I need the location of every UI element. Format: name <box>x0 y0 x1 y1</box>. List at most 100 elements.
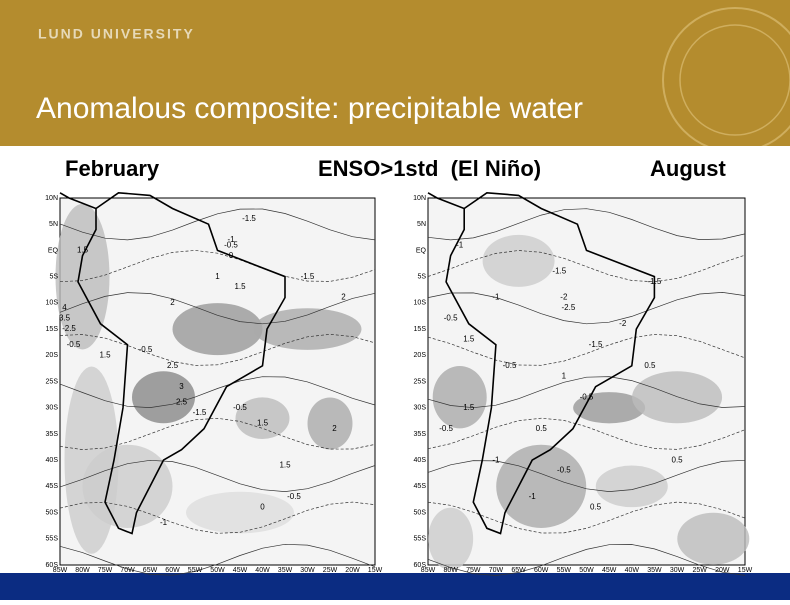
shading <box>172 303 263 356</box>
lon-label: 40W <box>625 567 640 574</box>
lat-label: 10S <box>414 300 427 307</box>
lon-label: 55W <box>557 567 572 574</box>
shading <box>432 366 487 429</box>
lon-label: 35W <box>647 567 662 574</box>
lat-label: 60S <box>46 562 59 569</box>
institution: LUND UNIVERSITY <box>38 26 195 42</box>
contour-label: 2.5 <box>176 398 188 407</box>
map-panel: 10N 5N EQ 5S 10S 15S 20S 25S 30S 35S 40S 45S 50S 55S 6… <box>413 191 753 576</box>
lat-label: 10S <box>46 300 59 307</box>
lat-label: 45S <box>414 483 427 490</box>
contour-line <box>427 376 746 409</box>
contour-label: 1.5 <box>257 419 269 428</box>
lat-label: 55S <box>414 536 427 543</box>
contour-label: 1 <box>562 371 567 380</box>
contour-line <box>427 208 746 241</box>
contour-line <box>59 543 376 576</box>
contour-label: -1 <box>492 455 500 464</box>
lat-label: 40S <box>414 457 427 464</box>
contour-label: -1.5 <box>648 277 662 286</box>
contour-line <box>427 459 746 492</box>
lat-label: 50S <box>46 509 59 516</box>
contour-label: -0.5 <box>224 240 238 249</box>
contour-label: -2 <box>619 319 627 328</box>
contour-line <box>59 208 376 241</box>
contour-label: 1.5 <box>463 403 475 412</box>
shading <box>632 371 723 424</box>
shading <box>428 507 474 570</box>
seal-inner <box>679 24 790 136</box>
lat-label: 30S <box>46 405 59 412</box>
contour-label: 1 <box>215 272 220 281</box>
shading <box>235 397 290 440</box>
contour-label: -1.5 <box>242 214 256 223</box>
contour-label: 2.5 <box>167 361 179 370</box>
lat-label: 10N <box>413 195 426 202</box>
lat-label: 10N <box>45 195 58 202</box>
lon-label: 60W <box>534 567 549 574</box>
coastline <box>59 191 286 535</box>
panel-label: February <box>65 156 160 181</box>
contour-label: -0.5 <box>67 340 81 349</box>
contour-label: -0.5 <box>557 466 571 475</box>
lat-label: 40S <box>46 457 59 464</box>
contour-label: 2 <box>332 424 337 433</box>
lat-label: 50S <box>414 509 427 516</box>
contour-label: 0.5 <box>672 455 684 464</box>
lat-label: 5S <box>417 273 426 280</box>
coastline <box>427 191 656 535</box>
lon-label: 75W <box>466 567 481 574</box>
contour-label: -0.5 <box>444 314 458 323</box>
lat-label: 5N <box>49 221 58 228</box>
contour-label: 1.5 <box>279 460 291 469</box>
contour-line <box>59 333 376 366</box>
contour-label: -2.5 <box>561 303 575 312</box>
lon-label: 80W <box>443 567 458 574</box>
contour-label: -1 <box>160 518 168 527</box>
shading <box>55 203 110 350</box>
lon-label: 30W <box>300 567 315 574</box>
contour-label: 1.5 <box>234 282 246 291</box>
footer-band <box>0 573 790 600</box>
contour-label: -0.5 <box>233 403 247 412</box>
shading <box>595 465 668 508</box>
lon-label: 70W <box>489 567 504 574</box>
contour-label: -1 <box>492 293 500 302</box>
contour-label: 0.5 <box>644 361 656 370</box>
contour-label: 0 <box>260 502 265 511</box>
contour-label: 3.5 <box>59 314 71 323</box>
contour-label: -1.5 <box>193 408 207 417</box>
contour-line <box>59 376 376 408</box>
contour-label: -1.5 <box>552 267 566 276</box>
shading <box>132 371 195 424</box>
lat-label: 45S <box>46 483 59 490</box>
contour-label: 1.5 <box>77 246 89 255</box>
shading <box>307 397 353 450</box>
lon-label: 65W <box>511 567 526 574</box>
shading <box>573 392 646 424</box>
lat-label: 15S <box>46 326 59 333</box>
contour-label: 2 <box>170 298 175 307</box>
contour-label: -1.5 <box>589 340 603 349</box>
shading <box>253 308 362 350</box>
shading <box>186 491 294 534</box>
contour-label: -0.5 <box>503 361 517 370</box>
lon-label: 50W <box>210 567 225 574</box>
lat-label: 30S <box>414 405 427 412</box>
shading <box>496 444 587 528</box>
lat-label: 35S <box>46 431 59 438</box>
lat-label: 20S <box>46 352 59 359</box>
contour-line <box>59 501 376 534</box>
lat-label: 5S <box>49 273 58 280</box>
contour-label: 3 <box>179 382 184 391</box>
contour-label: 2 <box>341 293 346 302</box>
lon-label: 20W <box>715 567 730 574</box>
contour-label: 0.5 <box>536 424 548 433</box>
panel-label: August <box>650 156 726 181</box>
lat-label: EQ <box>48 247 59 254</box>
slide-title: Anomalous composite: precipitable water <box>36 92 583 125</box>
contour-label: -1 <box>456 240 464 249</box>
header-band <box>0 0 790 146</box>
